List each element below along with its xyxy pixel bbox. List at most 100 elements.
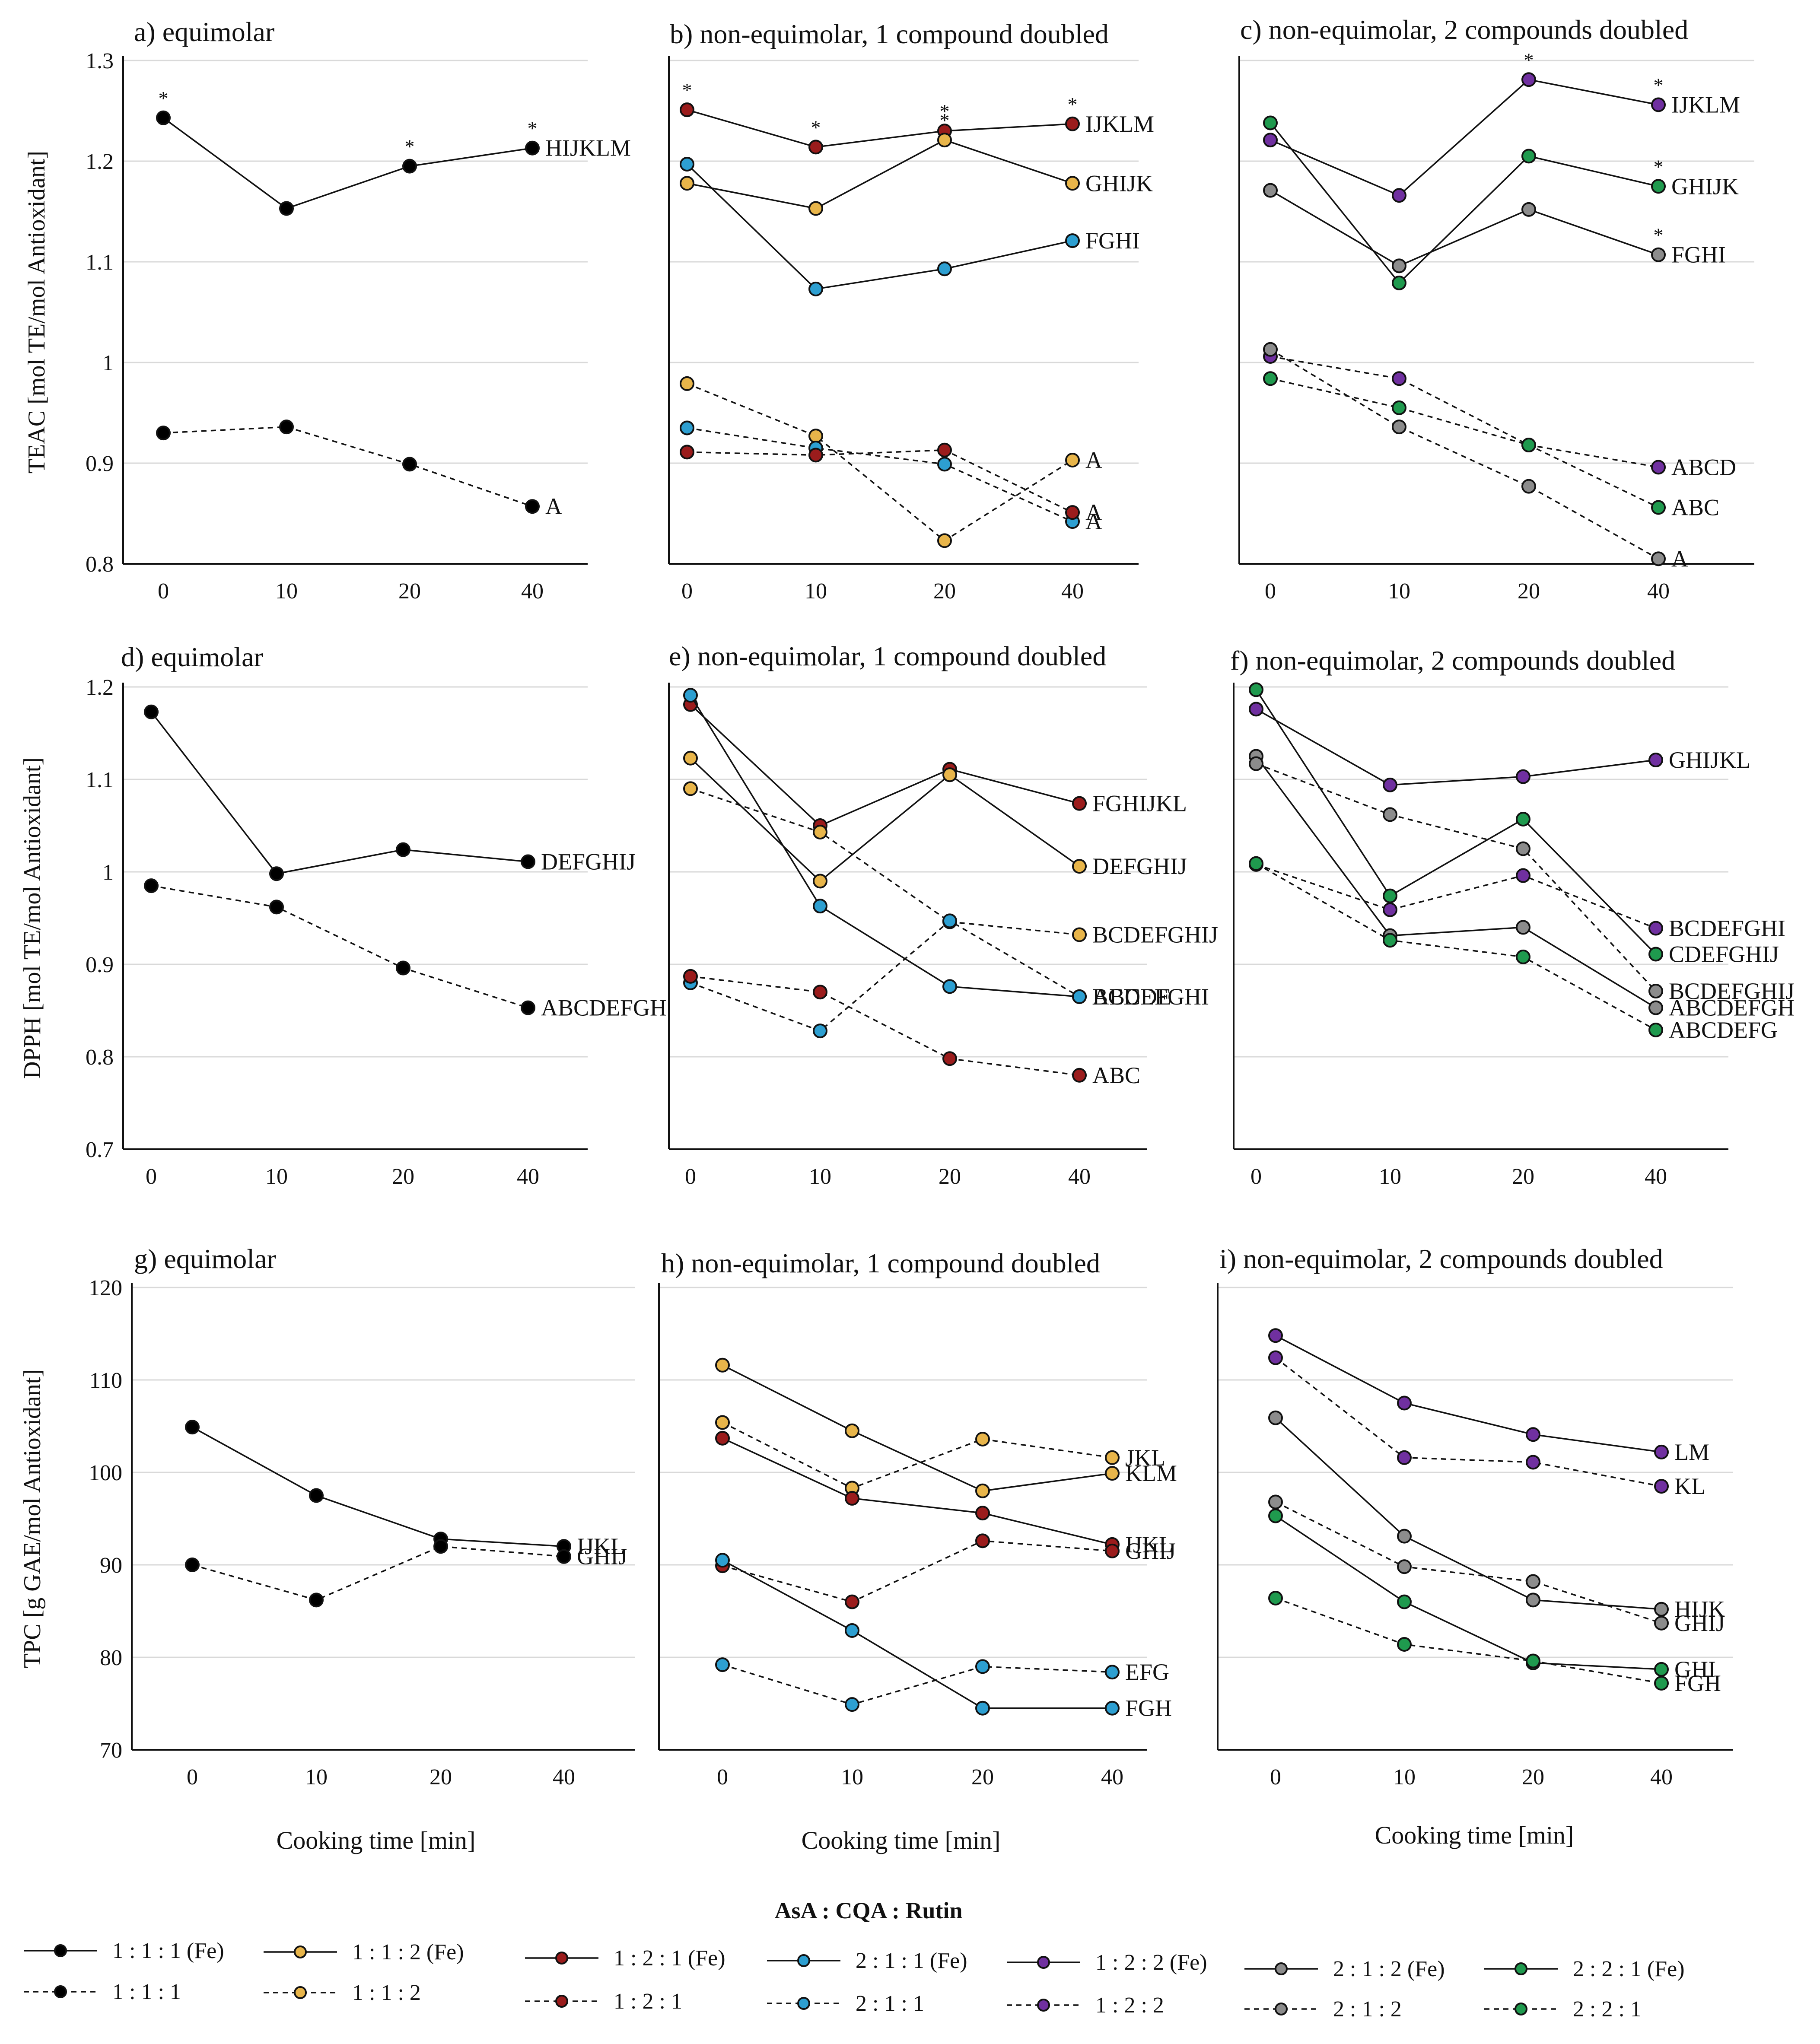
data-point bbox=[1516, 812, 1530, 827]
series-line bbox=[690, 976, 1080, 1076]
series-line bbox=[722, 1559, 1112, 1709]
significance-star: * bbox=[811, 116, 821, 138]
data-point bbox=[1526, 1427, 1540, 1442]
end-label: EFG bbox=[1125, 1659, 1169, 1685]
series-211: A bbox=[680, 420, 1102, 534]
panel-title: e) non-equimolar, 1 compound doubled bbox=[669, 641, 1106, 671]
data-point bbox=[1648, 947, 1663, 962]
data-point bbox=[1249, 756, 1263, 771]
data-point bbox=[269, 900, 284, 915]
series-212-fe: HIJK bbox=[1268, 1410, 1725, 1622]
series-line bbox=[1270, 190, 1659, 267]
chart-panel-c: c) non-equimolar, 2 compounds doubled 0 10… bbox=[1238, 14, 1754, 604]
y-tick-label: 1 bbox=[102, 351, 114, 375]
series-line bbox=[151, 885, 528, 1009]
end-label: ABC bbox=[1092, 1062, 1140, 1088]
series-121: ABC bbox=[683, 969, 1140, 1088]
data-point bbox=[1526, 1653, 1540, 1669]
data-point bbox=[1383, 902, 1397, 917]
series-122: BCDEFGHI bbox=[1249, 857, 1785, 941]
legend-label: 1 : 2 : 1 bbox=[614, 1989, 682, 2014]
end-label: CDEFGHIJ bbox=[1669, 941, 1779, 967]
end-label: DEFGHIJ bbox=[541, 849, 636, 874]
data-point bbox=[1249, 682, 1263, 697]
data-point bbox=[1654, 1444, 1669, 1459]
legend-item-112-fe: 1 : 1 : 2 (Fe) bbox=[264, 1940, 464, 1965]
data-point bbox=[1268, 1350, 1283, 1365]
x-tick-label: 40 bbox=[1068, 1164, 1091, 1189]
series-line bbox=[1256, 863, 1656, 1031]
legend-item-111-fe: 1 : 1 : 1 (Fe) bbox=[24, 1939, 224, 1963]
legend-label: 1 : 1 : 2 (Fe) bbox=[352, 1940, 464, 1965]
data-point bbox=[557, 1549, 571, 1564]
series-line bbox=[163, 426, 533, 507]
legend-item-221: 2 : 2 : 1 bbox=[1484, 1997, 1642, 2022]
data-point bbox=[144, 704, 159, 719]
series-line bbox=[1275, 1335, 1662, 1453]
x-tick-label: 40 bbox=[521, 579, 544, 604]
series-line bbox=[722, 1540, 1113, 1603]
x-tick-label: 40 bbox=[1645, 1164, 1667, 1189]
data-point bbox=[1516, 949, 1530, 964]
x-tick-label: 40 bbox=[553, 1765, 575, 1790]
x-tick-label: 10 bbox=[1388, 579, 1410, 604]
data-point bbox=[521, 854, 535, 869]
data-point bbox=[402, 159, 417, 174]
data-point bbox=[1521, 149, 1536, 164]
end-label: LM bbox=[1674, 1439, 1709, 1465]
end-label: FGH bbox=[1674, 1670, 1721, 1696]
data-point bbox=[1397, 1396, 1412, 1411]
data-point bbox=[1526, 1455, 1540, 1470]
x-tick-label: 0 bbox=[1265, 579, 1276, 604]
data-point bbox=[1651, 179, 1666, 194]
x-axis-title-left: Cooking time [min] bbox=[277, 1826, 476, 1854]
data-point bbox=[309, 1488, 324, 1503]
series-line bbox=[687, 383, 1073, 542]
end-label: A bbox=[1085, 447, 1102, 473]
data-point bbox=[1249, 702, 1263, 717]
data-point bbox=[309, 1593, 324, 1608]
series-221: FGH bbox=[1268, 1591, 1721, 1696]
end-label: BCDEFGHI bbox=[1092, 984, 1209, 1010]
end-label: ABCDEFG bbox=[1669, 1017, 1778, 1043]
legend-label: 1 : 1 : 2 bbox=[352, 1980, 421, 2005]
significance-star: * bbox=[940, 100, 950, 122]
x-tick-label: 40 bbox=[1101, 1765, 1123, 1790]
data-point bbox=[808, 429, 823, 444]
data-point bbox=[1654, 1602, 1669, 1617]
data-point bbox=[1526, 1593, 1540, 1608]
series-line bbox=[1270, 378, 1659, 509]
end-label: BCDEFGHIJ bbox=[1669, 978, 1795, 1004]
legend-label: 2 : 1 : 1 bbox=[856, 1991, 924, 2016]
data-point bbox=[1383, 888, 1397, 903]
data-point bbox=[1392, 400, 1406, 415]
series-221: ABC bbox=[1263, 371, 1719, 521]
chart-panel-a: a) equimolar 0.8 0.9 1 1.1 1.2 1.3 TEAC [mol TE… bbox=[23, 16, 631, 604]
legend-item-112: 1 : 1 : 2 bbox=[264, 1980, 421, 2005]
chart-panel-f: f) non-equimolar, 2 compounds doubled 0 10… bbox=[1230, 645, 1795, 1189]
data-point bbox=[185, 1558, 200, 1572]
end-label: GHIJ bbox=[1125, 1538, 1176, 1564]
end-label: IJKL bbox=[1125, 1532, 1173, 1558]
series-211-fe: BCDEFGHI bbox=[683, 688, 1209, 1010]
data-point bbox=[937, 457, 952, 472]
x-axis-title-middle: Cooking time [min] bbox=[802, 1826, 1001, 1854]
data-point bbox=[279, 201, 294, 216]
series-221-fe: CDEFGHIJ bbox=[1249, 682, 1779, 967]
data-point bbox=[937, 133, 952, 148]
data-point bbox=[942, 767, 957, 782]
data-point bbox=[1105, 1543, 1120, 1558]
end-label: GHIJK bbox=[1671, 173, 1739, 199]
series-line bbox=[1270, 349, 1659, 559]
data-point bbox=[813, 899, 827, 914]
data-point bbox=[683, 969, 698, 984]
significance-star: * bbox=[159, 87, 169, 109]
data-point bbox=[680, 156, 694, 172]
series-line bbox=[690, 704, 1080, 827]
legend-label: 1 : 1 : 1 bbox=[112, 1980, 181, 2004]
data-point bbox=[1521, 479, 1536, 494]
legend-label: 2 : 1 : 1 (Fe) bbox=[856, 1949, 967, 1973]
data-point bbox=[845, 1491, 859, 1506]
data-point bbox=[1648, 984, 1663, 999]
data-point bbox=[975, 1506, 990, 1521]
